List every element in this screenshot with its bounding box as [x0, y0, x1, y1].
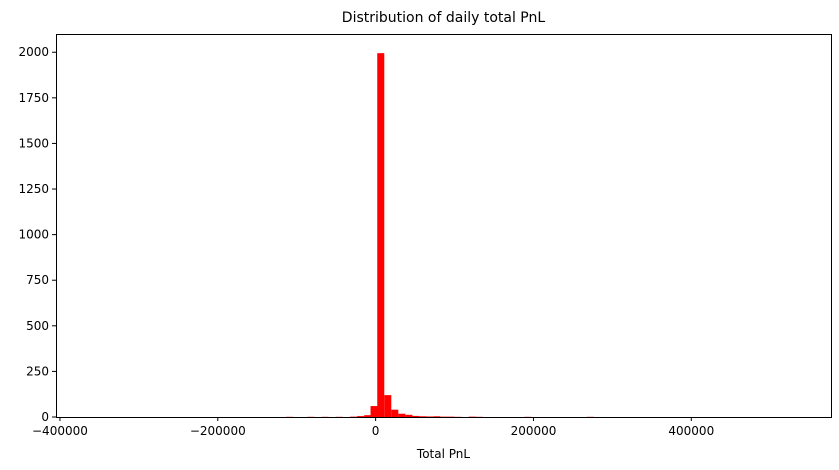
histogram-bar: [364, 415, 372, 417]
x-tick-label: 0: [372, 424, 380, 438]
histogram-bar: [391, 409, 399, 417]
histogram-bar: [412, 415, 420, 417]
y-tick-label: 1250: [18, 182, 49, 196]
y-tick-label: 1500: [18, 136, 49, 150]
plot-frame: [56, 34, 832, 418]
x-tick-label: −400000: [32, 424, 88, 438]
x-axis-label: Total PnL: [416, 447, 470, 461]
y-tick-label: 250: [26, 364, 49, 378]
y-tick-label: 750: [26, 273, 49, 287]
chart-title: Distribution of daily total PnL: [342, 10, 546, 26]
histogram-bar: [426, 416, 434, 418]
y-axis-ticks: 0 250 500 750 1000 1250 1500 1750 2000: [18, 45, 56, 424]
y-tick-label: 1750: [18, 91, 49, 105]
histogram-bar: [377, 53, 385, 418]
histogram-bar: [370, 406, 378, 417]
histogram-bar: [357, 416, 365, 418]
y-tick-label: 2000: [18, 45, 49, 59]
histogram-bar: [405, 414, 413, 417]
histogram-bar: [384, 395, 392, 417]
x-axis-ticks: −400000 −200000 0 200000 400000: [32, 417, 714, 438]
histogram-bar: [419, 416, 427, 418]
histogram-bar: [433, 416, 441, 418]
y-tick-label: 1000: [18, 228, 49, 242]
histogram-bar: [398, 413, 406, 417]
x-tick-label: 400000: [668, 424, 714, 438]
y-tick-label: 0: [41, 410, 49, 424]
y-tick-label: 500: [26, 319, 49, 333]
x-tick-label: 200000: [511, 424, 557, 438]
x-tick-label: −200000: [190, 424, 246, 438]
bars-group: [286, 53, 594, 418]
